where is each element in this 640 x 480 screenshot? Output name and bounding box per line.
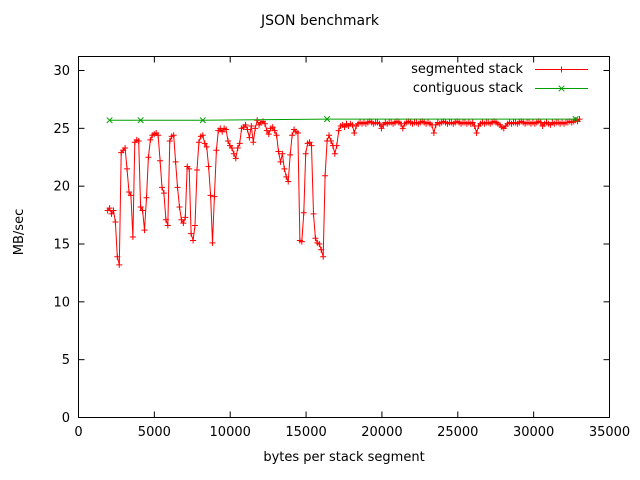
x-tick-label: 10000 [210,425,251,440]
series-markers-contiguous [106,115,579,124]
y-axis-label: MB/sec [12,208,27,256]
x-axis-label: bytes per stack segment [263,450,425,465]
x-tick-label: 15000 [285,425,326,440]
legend-label-segmented-stack: segmented stack [411,62,523,77]
series-markers-segmented [104,116,583,268]
series-line-segmented [107,118,580,265]
x-tick-label: 30000 [513,425,554,440]
y-tick-label: 0 [62,411,70,426]
x-tick-label: 20000 [361,425,402,440]
series-line-contiguous [109,118,576,121]
legend-sample-marker [558,66,565,73]
x-tick-label: 5000 [138,425,171,440]
y-tick-label: 25 [53,122,70,137]
y-tick-label: 20 [53,180,70,195]
plot-border [78,56,610,418]
y-tick-label: 5 [62,353,70,368]
y-tick-label: 10 [53,295,70,310]
legend-label-contiguous-stack: contiguous stack [412,81,523,96]
x-tick-label: 35000 [589,425,630,440]
x-tick-label: 0 [74,425,82,440]
chart-title: JSON benchmark [261,13,379,29]
x-tick-label: 25000 [437,425,478,440]
legend-sample-marker [558,85,565,92]
y-tick-label: 30 [53,64,70,79]
y-tick-label: 15 [53,238,70,253]
